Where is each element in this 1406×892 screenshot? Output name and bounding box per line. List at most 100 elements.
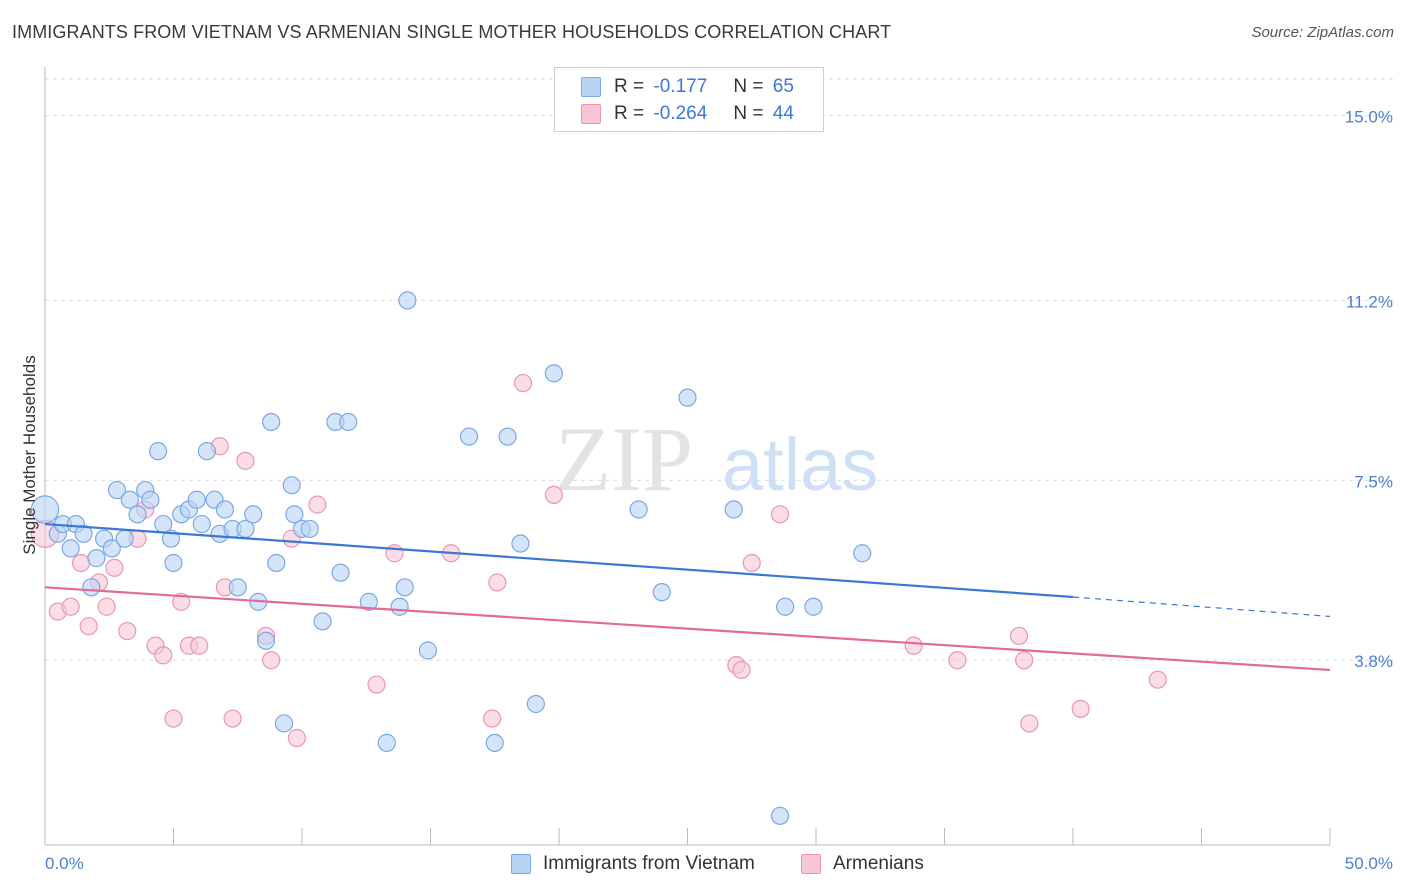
armenian-point <box>118 621 137 641</box>
y-tick-label: 7.5% <box>1354 472 1393 491</box>
armenian-legend-swatch-icon <box>801 854 821 874</box>
vietnam-point <box>164 553 183 573</box>
r-label: R = <box>614 103 645 124</box>
vietnam-point <box>300 519 319 539</box>
armenian-point <box>236 451 255 470</box>
y-tick-label: 15.0% <box>1345 108 1393 127</box>
armenian-point <box>71 553 91 573</box>
x-tick-label: 0.0% <box>45 854 84 873</box>
r-value: -0.264 <box>653 103 708 124</box>
armenian-point <box>1009 626 1029 646</box>
vietnam-point <box>331 563 350 582</box>
vietnam-point <box>141 490 160 509</box>
vietnam-point <box>390 597 409 616</box>
armenian-point <box>105 558 124 577</box>
vietnam-point <box>148 442 168 461</box>
armenian-point <box>164 709 183 728</box>
armenian-point <box>287 728 306 748</box>
armenian-point <box>948 651 967 670</box>
vietnam-point <box>87 549 106 568</box>
vietnam-point <box>256 631 276 650</box>
vietnam-point <box>459 427 479 446</box>
armenian-point <box>385 544 404 563</box>
vietnam-point <box>526 694 545 714</box>
series-name-armenian: Armenians <box>833 853 924 874</box>
vietnam-point <box>339 412 358 432</box>
x-tick-label: 50.0% <box>1345 854 1393 873</box>
vietnam-point <box>853 544 872 563</box>
armenian-point <box>1020 714 1039 733</box>
armenian-point <box>61 597 80 616</box>
armenian-point <box>190 636 209 655</box>
vietnam-point <box>120 490 139 509</box>
series-legend-vietnam: Immigrants from Vietnam <box>511 852 755 876</box>
armenian-point <box>742 553 761 573</box>
vietnam-point <box>398 291 417 310</box>
vietnam-point <box>107 480 127 500</box>
vietnam-point <box>187 490 206 509</box>
armenian-point <box>154 646 173 665</box>
n-label: N = <box>733 103 764 124</box>
n-value: 65 <box>772 76 794 97</box>
vietnam-trend-line <box>44 522 1074 599</box>
vietnam-point <box>377 733 396 752</box>
armenian-point <box>172 592 191 611</box>
r-value: -0.177 <box>653 76 708 97</box>
armenian-point <box>223 709 242 728</box>
vietnam-point <box>74 524 93 543</box>
vietnam-point <box>82 578 101 597</box>
armenian-point <box>488 573 507 592</box>
armenian-point <box>97 597 116 616</box>
armenian-point <box>904 636 923 655</box>
vietnam-point <box>128 505 147 524</box>
series-legend-armenian: Armenians <box>801 852 924 876</box>
armenian-point <box>308 495 327 514</box>
vietnam-point <box>262 412 281 432</box>
trend-lines <box>44 522 1331 672</box>
correlation-legend: R = -0.177 N = 65 R = -0.264 N = 44 <box>554 67 824 132</box>
vietnam-point <box>804 597 823 616</box>
vietnam-point <box>678 388 697 407</box>
vietnam-point <box>282 476 301 495</box>
watermark-zip: ZIP <box>555 408 693 510</box>
vietnam-point <box>511 534 530 553</box>
vietnam-swatch-icon <box>581 77 601 97</box>
armenian-point <box>1071 699 1090 718</box>
y-axis-label: Single Mother Households <box>20 355 39 554</box>
y-tick-label: 3.8% <box>1354 652 1393 671</box>
vietnam-point <box>61 539 80 558</box>
armenian-point <box>732 660 751 680</box>
tick-labels: 3.8% 7.5% 11.2% 15.0% 0.0% 50.0% <box>45 108 1393 873</box>
y-tick-label: 11.2% <box>1346 292 1393 311</box>
vietnam-point <box>498 427 517 446</box>
vietnam-point <box>544 364 563 383</box>
data-points <box>30 291 1167 825</box>
armenian-point <box>367 675 386 694</box>
vietnam-point <box>192 514 211 534</box>
armenian-point <box>483 709 502 728</box>
vietnam-point <box>285 505 304 524</box>
armenian-point <box>79 617 98 636</box>
vietnam-point <box>244 505 263 524</box>
armenian-point <box>262 651 281 670</box>
legend-row-vietnam: R = -0.177 N = 65 <box>581 74 794 100</box>
armenian-trend-line <box>44 586 1331 672</box>
vietnam-point <box>115 529 134 548</box>
armenian-point <box>1148 670 1167 689</box>
vietnam-point <box>776 597 795 616</box>
n-label: N = <box>733 76 764 97</box>
armenian-point <box>770 505 790 524</box>
vietnam-point <box>629 500 648 519</box>
armenian-swatch-icon <box>581 104 601 124</box>
vietnam-point <box>197 442 217 461</box>
watermark: ZIP atlas <box>555 408 878 510</box>
vietnam-point <box>770 806 790 825</box>
vietnam-point <box>274 714 294 733</box>
chart-title: IMMIGRANTS FROM VIETNAM VS ARMENIAN SING… <box>12 22 892 42</box>
vietnam-point <box>267 553 286 573</box>
vietnam-trend-extension <box>1072 596 1331 618</box>
vietnam-point <box>359 592 378 611</box>
armenian-point <box>513 373 533 393</box>
vietnam-point <box>652 583 671 602</box>
vietnam-point <box>418 641 438 660</box>
